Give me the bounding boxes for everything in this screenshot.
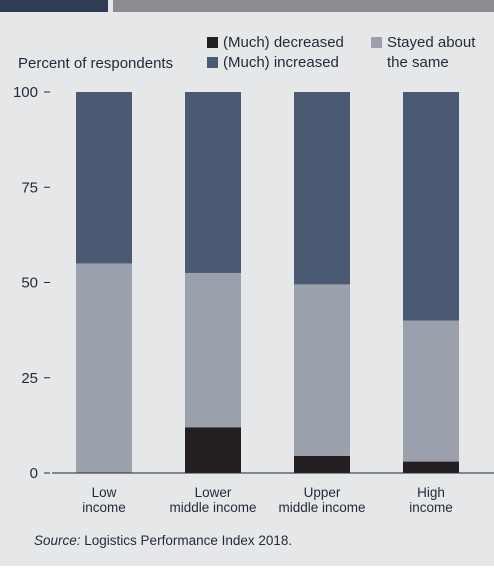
legend-label: (Much) increased: [223, 54, 339, 71]
legend-label: Stayed about the same: [387, 34, 476, 71]
legend-label-line: (Much) increased: [223, 54, 339, 71]
bar-segment: [76, 263, 132, 473]
y-tick-label: 75: [21, 179, 38, 196]
legend-swatch: [371, 37, 382, 48]
legend-label: (Much) decreased: [223, 34, 344, 51]
source-label: Source:: [34, 533, 81, 548]
x-tick-label-line: Lower: [195, 485, 232, 500]
x-tick-label-line: Low: [92, 485, 117, 500]
x-tick-label-line: middle income: [278, 500, 365, 515]
legend-swatch: [207, 37, 218, 48]
legend: (Much) decreased (Much) increased Stayed a…: [207, 34, 476, 71]
footer-line: [0, 566, 494, 570]
y-axis-title: Percent of respondents: [18, 55, 173, 72]
legend-swatch: [207, 57, 218, 68]
x-tick-label-line: income: [82, 500, 126, 515]
x-tick-label: Upper middle income: [278, 485, 365, 515]
header-bar: [113, 0, 494, 12]
bar-segment: [185, 92, 241, 273]
legend-label-line: the same: [387, 54, 449, 71]
x-tick-label: Low income: [82, 485, 126, 515]
bar-segment: [294, 284, 350, 456]
x-tick-label-line: High: [417, 485, 445, 500]
bar-segment: [403, 92, 459, 321]
bar-segment: [76, 92, 132, 264]
bar-segment: [185, 427, 241, 473]
bar-segment: [185, 272, 241, 428]
source-text: Logistics Performance Index 2018.: [80, 533, 293, 548]
x-tick-label-line: income: [409, 500, 453, 515]
y-tick-label: 100: [13, 84, 38, 101]
y-tick-label: 0: [30, 465, 38, 482]
bar-segment: [294, 455, 350, 473]
header-accent-bar: [0, 0, 108, 12]
bar-segment: [294, 92, 350, 285]
y-axis-ticks: 0 25 50 75 100: [13, 84, 50, 482]
bars: [76, 92, 459, 473]
x-tick-label: High income: [409, 485, 453, 515]
bar-segment: [403, 461, 459, 473]
legend-label-line: Stayed about: [387, 34, 476, 51]
legend-label-line: (Much) decreased: [223, 34, 344, 51]
x-tick-label: Lower middle income: [169, 485, 256, 515]
bar-segment: [403, 320, 459, 462]
x-tick-label-line: middle income: [169, 500, 256, 515]
y-tick-label: 25: [21, 370, 38, 387]
x-tick-label-line: Upper: [304, 485, 341, 500]
stacked-bar-chart: (Much) decreased (Much) increased Stayed a…: [13, 34, 494, 515]
source-note: Source: Logistics Performance Index 2018…: [34, 533, 292, 548]
y-tick-label: 50: [21, 275, 38, 292]
